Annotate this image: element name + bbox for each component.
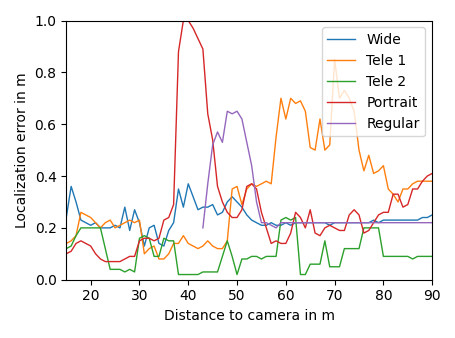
Regular: [424, 221, 429, 225]
Portrait: [97, 257, 103, 261]
Regular: [399, 221, 405, 225]
Tele 1: [365, 153, 371, 157]
Regular: [209, 143, 215, 147]
Regular: [414, 221, 420, 225]
Regular: [360, 221, 366, 225]
Wide: [185, 182, 191, 186]
Regular: [253, 200, 259, 204]
Line: Tele 2: Tele 2: [66, 218, 431, 274]
Regular: [229, 112, 234, 116]
Regular: [243, 140, 249, 144]
Line: Wide: Wide: [66, 184, 431, 246]
Regular: [404, 221, 410, 225]
Wide: [97, 226, 103, 230]
Line: Regular: Regular: [202, 111, 431, 228]
Wide: [263, 223, 268, 227]
Tele 2: [283, 216, 288, 220]
Regular: [317, 221, 322, 225]
Portrait: [180, 19, 186, 23]
Line: Tele 1: Tele 1: [66, 59, 431, 259]
Regular: [355, 221, 361, 225]
Portrait: [365, 228, 371, 233]
Regular: [248, 164, 254, 168]
Tele 2: [97, 226, 103, 230]
Regular: [278, 221, 283, 225]
Regular: [419, 221, 424, 225]
Regular: [307, 221, 312, 225]
Tele 1: [312, 148, 317, 152]
Regular: [302, 221, 308, 225]
Portrait: [307, 208, 312, 212]
Regular: [370, 221, 375, 225]
Regular: [283, 221, 288, 225]
Regular: [326, 221, 332, 225]
Tele 1: [331, 57, 337, 62]
X-axis label: Distance to camera in m: Distance to camera in m: [163, 309, 334, 323]
Y-axis label: Localization error in m: Localization error in m: [15, 72, 29, 228]
Line: Portrait: Portrait: [66, 21, 431, 262]
Regular: [239, 117, 244, 121]
Wide: [307, 221, 312, 225]
Wide: [317, 221, 322, 225]
Regular: [351, 221, 356, 225]
Regular: [341, 221, 346, 225]
Portrait: [263, 226, 268, 230]
Regular: [205, 182, 210, 186]
Portrait: [317, 234, 322, 238]
Regular: [346, 221, 351, 225]
Regular: [365, 221, 371, 225]
Regular: [263, 221, 268, 225]
Regular: [273, 226, 278, 230]
Tele 2: [195, 272, 200, 276]
Wide: [142, 244, 147, 248]
Tele 1: [258, 182, 263, 186]
Regular: [409, 221, 415, 225]
Wide: [63, 216, 69, 220]
Regular: [224, 109, 229, 113]
Regular: [312, 221, 317, 225]
Regular: [292, 221, 298, 225]
Regular: [389, 221, 395, 225]
Regular: [268, 223, 273, 227]
Portrait: [63, 252, 69, 256]
Regular: [321, 221, 327, 225]
Regular: [331, 221, 337, 225]
Tele 2: [258, 257, 263, 261]
Regular: [336, 221, 341, 225]
Tele 1: [302, 109, 308, 113]
Tele 2: [307, 262, 312, 266]
Wide: [365, 221, 371, 225]
Regular: [219, 140, 225, 144]
Tele 2: [317, 262, 322, 266]
Regular: [380, 221, 385, 225]
Portrait: [200, 47, 205, 51]
Wide: [200, 205, 205, 209]
Tele 2: [63, 247, 69, 251]
Regular: [214, 130, 220, 134]
Legend: Wide, Tele 1, Tele 2, Portrait, Regular: Wide, Tele 1, Tele 2, Portrait, Regular: [321, 27, 425, 136]
Regular: [200, 226, 205, 230]
Tele 2: [175, 272, 181, 276]
Regular: [297, 221, 303, 225]
Tele 2: [365, 226, 371, 230]
Regular: [288, 221, 293, 225]
Tele 1: [156, 257, 162, 261]
Regular: [394, 221, 400, 225]
Tele 1: [429, 179, 434, 183]
Wide: [429, 213, 434, 217]
Tele 2: [429, 255, 434, 259]
Portrait: [429, 171, 434, 175]
Tele 1: [63, 241, 69, 245]
Regular: [258, 221, 263, 225]
Regular: [384, 221, 390, 225]
Portrait: [102, 260, 108, 264]
Tele 1: [97, 226, 103, 230]
Regular: [375, 221, 380, 225]
Regular: [429, 221, 434, 225]
Tele 1: [195, 247, 200, 251]
Regular: [234, 109, 239, 113]
